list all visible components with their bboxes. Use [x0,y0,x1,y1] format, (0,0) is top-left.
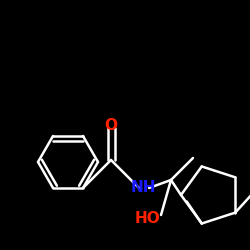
Text: NH: NH [130,180,156,196]
Text: O: O [104,118,118,134]
Text: HO: HO [134,212,160,226]
